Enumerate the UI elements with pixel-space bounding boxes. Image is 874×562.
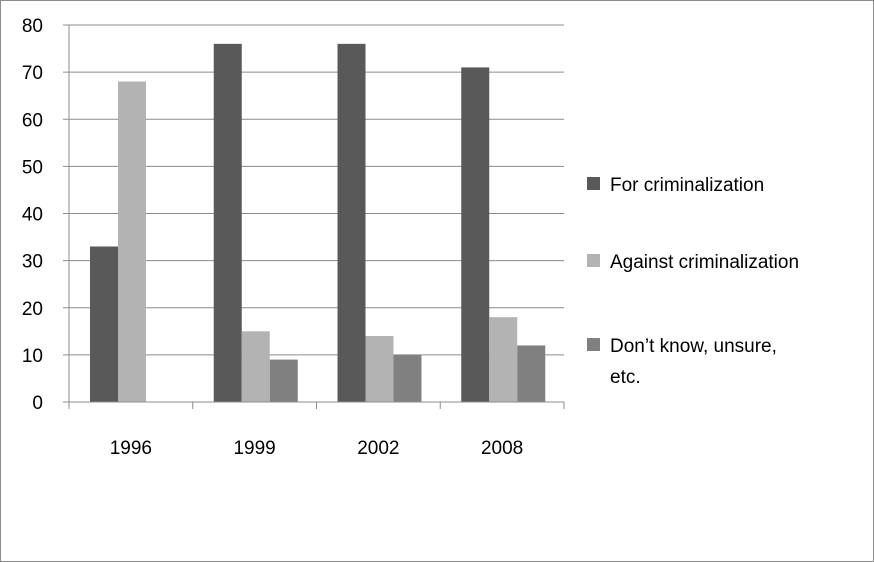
legend-label: For criminalization	[610, 175, 764, 196]
y-tick-label: 70	[22, 63, 43, 84]
bar	[90, 246, 118, 402]
bar	[213, 43, 242, 402]
bar	[269, 359, 298, 402]
y-tick-label: 0	[32, 393, 43, 414]
legend-swatch	[587, 177, 600, 190]
bar	[241, 331, 270, 402]
y-tick-label: 10	[22, 346, 43, 367]
y-tick-label: 60	[22, 110, 43, 131]
y-tick-label: 50	[22, 157, 43, 178]
bar	[337, 43, 366, 402]
y-tick-label: 40	[22, 205, 43, 226]
legend-label: Don’t know, unsure,	[610, 336, 777, 357]
legend-label: Against criminalization	[610, 252, 799, 273]
axes: 0 10 20 30 40 50 60 70 80 1996 1999 2002 2008	[22, 16, 565, 459]
y-tick-label: 20	[22, 299, 43, 320]
bar	[461, 67, 490, 402]
legend: For criminalization Against criminalizati…	[587, 175, 799, 388]
x-tick-label: 2002	[357, 438, 399, 459]
bar	[118, 81, 146, 403]
x-tick-label: 1999	[233, 438, 275, 459]
bar	[489, 317, 518, 402]
x-tick-label: 2008	[481, 438, 523, 459]
x-tick-label: 1996	[110, 438, 152, 459]
y-tick-label: 80	[22, 16, 43, 37]
gridlines	[69, 24, 564, 356]
legend-label: etc.	[610, 367, 641, 388]
bar	[393, 354, 422, 402]
bar	[517, 345, 546, 402]
legend-swatch	[587, 254, 600, 267]
bar	[365, 336, 394, 402]
y-tick-label: 30	[22, 252, 43, 273]
bars	[90, 43, 546, 403]
legend-swatch	[587, 338, 600, 351]
